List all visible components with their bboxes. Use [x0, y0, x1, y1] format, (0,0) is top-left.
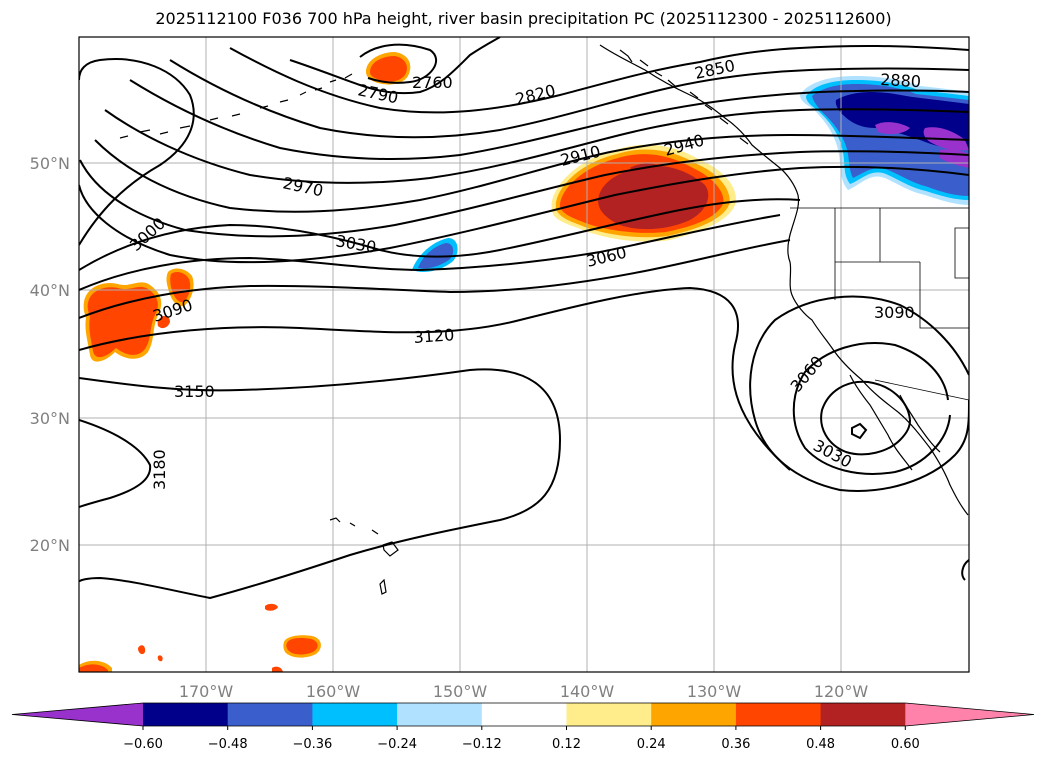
precip-shading — [79, 52, 969, 672]
lat-label: 20°N — [30, 536, 70, 555]
colorbar-tick-label: −0.12 — [462, 737, 502, 752]
colorbar-segment — [312, 703, 398, 726]
colorbar-ticks: −0.60 −0.48 −0.36 −0.24 −0.12 0.12 0.24 0.36 0.4… — [123, 726, 920, 752]
contour-label: 3150 — [174, 382, 215, 401]
colorbar-tick-label: 0.12 — [552, 737, 581, 752]
colorbar-segment — [651, 703, 737, 726]
height-contours — [79, 37, 969, 600]
contour-3180 — [79, 419, 152, 508]
contour-label: 3090 — [874, 303, 915, 322]
lon-label: 170°W — [179, 682, 234, 701]
colorbar-segment — [820, 703, 906, 726]
contour-label: 2820 — [513, 81, 557, 109]
colorbar-tick-label: 0.48 — [806, 737, 835, 752]
colorbar-segment — [227, 703, 313, 726]
lon-label: 120°W — [814, 682, 869, 701]
colorbar-tick-label: −0.36 — [292, 737, 332, 752]
contour-2820 — [229, 44, 969, 114]
contour-label: 3120 — [413, 325, 455, 347]
contour-label: 3030 — [334, 231, 377, 257]
latitude-labels: 50°N 40°N 30°N 20°N — [30, 154, 70, 555]
colorbar-tick-label: −0.24 — [377, 737, 417, 752]
colorbar — [11, 702, 1035, 727]
contour-label: 2850 — [693, 56, 737, 83]
contour-2880 — [129, 79, 969, 161]
colorbar-tick-label: 0.36 — [721, 737, 750, 752]
colorbar-tick-label: 0.24 — [637, 737, 666, 752]
north-america-coast — [599, 44, 969, 516]
contour-2760 — [359, 43, 438, 84]
contour-low-inner — [820, 380, 911, 456]
colorbar-segment — [481, 703, 567, 726]
contour-low-outer — [749, 295, 969, 492]
contour-label: 2970 — [281, 173, 325, 200]
contour-3150 — [79, 368, 562, 600]
colorbar-tick-label: −0.48 — [208, 737, 248, 752]
colorbar-segment — [566, 703, 652, 726]
contour-2790 — [289, 37, 501, 95]
contour-2970 — [79, 165, 969, 264]
colorbar-segment — [143, 703, 229, 726]
contour-label: 3180 — [150, 449, 169, 490]
contour-3000 — [79, 58, 195, 246]
colorbar-tick-label: 0.60 — [891, 737, 920, 752]
lat-label: 30°N — [30, 409, 70, 428]
longitude-labels: 170°W 160°W 150°W 140°W 130°W 120°W — [179, 682, 869, 701]
lat-label: 50°N — [30, 154, 70, 173]
contour-3030 — [79, 198, 801, 271]
contour-3060 — [79, 214, 781, 291]
lon-label: 150°W — [433, 682, 488, 701]
contour-label: 2880 — [880, 70, 922, 91]
contour-low-mid — [792, 342, 951, 475]
contour-3090 — [79, 239, 791, 319]
colorbar-tick-label: −0.60 — [123, 737, 163, 752]
lon-label: 130°W — [687, 682, 742, 701]
map-frame — [78, 36, 970, 673]
map-title: 2025112100 F036 700 hPa height, river ba… — [155, 9, 892, 28]
contour-label-group: 2760 2790 2820 2850 2880 2910 2940 2970 … — [126, 56, 921, 490]
colorbar-segment — [397, 703, 483, 726]
contour-label: 2760 — [412, 73, 453, 92]
lon-label: 140°W — [560, 682, 615, 701]
contour-2850 — [169, 59, 969, 139]
colorbar-segment — [735, 703, 822, 726]
colorbar-extend-high — [905, 703, 1034, 726]
contour-label: 3060 — [584, 243, 628, 271]
hawaii-islands — [329, 517, 399, 595]
lon-label: 160°W — [306, 682, 361, 701]
graticule — [79, 37, 969, 672]
coastlines — [119, 44, 969, 595]
contour-2910 — [94, 133, 969, 213]
lat-label: 40°N — [30, 281, 70, 300]
contour-3120 — [79, 286, 791, 471]
colorbar-extend-low — [12, 703, 143, 726]
